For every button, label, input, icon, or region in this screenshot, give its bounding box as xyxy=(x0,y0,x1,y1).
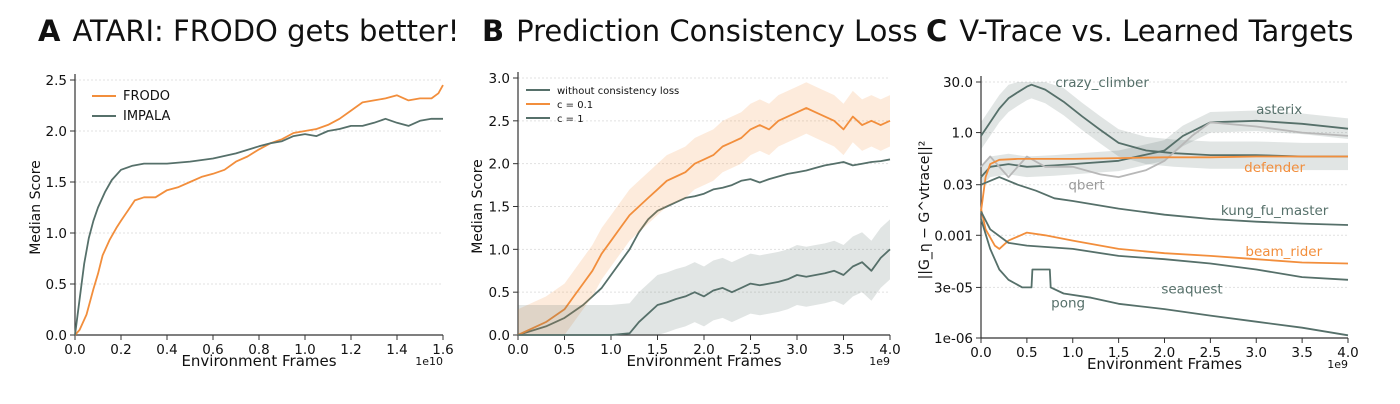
x-tick-label: 1.5 xyxy=(1108,345,1129,361)
y-tick-label: 1.0 xyxy=(46,226,67,242)
y-axis-label: ||G_η − G^vtrace||² xyxy=(917,141,933,280)
panel-b-letter: B xyxy=(482,14,505,48)
panel-c-title-text: V-Trace vs. Learned Targets xyxy=(959,14,1354,48)
chart-b: 0.0 0.5 1.0 1.5 2.0 2.5 3.0 0.0 0.5 1.0 1.5 2.0 2.5 3… xyxy=(470,71,901,370)
x-tick-label: 1.0 xyxy=(1062,345,1083,361)
x-tick-label: 0.6 xyxy=(202,342,223,358)
y-tick-label: 1.5 xyxy=(489,200,510,216)
series-line-2 xyxy=(518,248,891,336)
y-tick-label: 3.0 xyxy=(489,71,510,87)
x-tick-label: 2.5 xyxy=(740,342,761,358)
series-line-2 xyxy=(980,121,1349,178)
x-tick-label: 1.4 xyxy=(386,342,407,358)
series-label-kung-fu-master: kung_fu_master xyxy=(1221,203,1329,219)
series-line-1 xyxy=(74,117,443,336)
series-line-0 xyxy=(980,83,1348,158)
x-tick-label: 1.5 xyxy=(647,342,668,358)
y-tick-label: 2.0 xyxy=(489,157,510,173)
y-tick-label: 0.03 xyxy=(943,178,973,194)
series-line-7 xyxy=(980,218,1349,337)
y-tick-label: 0.5 xyxy=(46,277,67,293)
y-tick-label: 1e-06 xyxy=(934,331,973,347)
y-axis-label: Median Score xyxy=(470,159,486,254)
panel-b-title: B Prediction Consistency Loss xyxy=(482,14,918,48)
series-label-asterix: asterix xyxy=(1256,102,1302,118)
x-axis-label: Environment Frames xyxy=(181,352,336,370)
series-label-crazy-climber: crazy_climber xyxy=(1055,75,1149,91)
x-scale-label: 1e9 xyxy=(869,355,890,368)
y-tick-label: 0.5 xyxy=(489,285,510,301)
x-tick-label: 4.0 xyxy=(1337,345,1358,361)
x-tick-label: 0.4 xyxy=(156,342,177,358)
series-line-1 xyxy=(517,107,891,336)
panel-c-letter: C xyxy=(926,14,948,48)
y-tick-label: 2.5 xyxy=(489,114,510,130)
series-label-qbert: qbert xyxy=(1068,178,1104,194)
panel-a-letter: A xyxy=(38,14,61,48)
x-tick-label: 2.0 xyxy=(1154,345,1175,361)
y-tick-label: 30.0 xyxy=(943,75,973,91)
x-tick-label: 1.6 xyxy=(432,342,453,358)
x-tick-label: 1.2 xyxy=(340,342,361,358)
y-tick-label: 3e-05 xyxy=(934,280,973,296)
y-tick-label: 0.0 xyxy=(489,328,510,344)
series-label-seaquest: seaquest xyxy=(1161,281,1222,297)
x-tick-label: 2.0 xyxy=(693,342,714,358)
x-tick-label: 3.0 xyxy=(1246,345,1267,361)
chart-c: 1e-06 3e-05 0.001 0.03 1.0 30.0 0.0 0.5 1.0 1.5 2.… xyxy=(917,75,1359,373)
series-band-1 xyxy=(518,82,890,336)
legend-label-0: FRODO xyxy=(123,89,170,104)
series-line-5 xyxy=(980,208,1349,265)
y-tick-label: 1.0 xyxy=(952,126,973,142)
series-band-0 xyxy=(981,82,1348,171)
series-label-pong: pong xyxy=(1051,295,1085,311)
x-axis-label: Environment Frames xyxy=(1087,355,1242,373)
x-tick-label: 0.8 xyxy=(248,342,269,358)
x-tick-label: 4.0 xyxy=(879,342,900,358)
x-tick-label: 0.5 xyxy=(554,342,575,358)
y-axis-label: Median Score xyxy=(28,160,44,255)
panel-b-title-text: Prediction Consistency Loss xyxy=(516,14,918,48)
x-tick-label: 3.5 xyxy=(1291,345,1312,361)
x-scale-label: 1e9 xyxy=(1327,358,1348,371)
y-tick-label: 2.5 xyxy=(46,73,67,89)
panel-a-title-text: ATARI: FRODO gets better! xyxy=(72,14,460,48)
x-tick-label: 3.5 xyxy=(833,342,854,358)
x-axis-label: Environment Frames xyxy=(626,352,781,370)
x-scale-label: 1e10 xyxy=(415,355,443,368)
series-line-0 xyxy=(517,158,891,336)
chart-a: 0.0 0.5 1.0 1.5 2.0 2.5 0.0 0.2 0.4 0.6 0.8 1.0 1.2 1… xyxy=(28,73,454,370)
series-label-defender: defender xyxy=(1244,160,1305,176)
x-tick-label: 2.5 xyxy=(1200,345,1221,361)
x-tick-label: 1.0 xyxy=(294,342,315,358)
series-line-3 xyxy=(980,155,1348,212)
series-line-4 xyxy=(980,176,1349,226)
y-tick-label: 2.0 xyxy=(46,124,67,140)
panel-a-title: A ATARI: FRODO gets better! xyxy=(38,14,459,48)
series-line-6 xyxy=(980,210,1349,281)
legend-label-1: c = 0.1 xyxy=(557,100,593,111)
x-tick-label: 0.0 xyxy=(64,342,85,358)
series-line-1 xyxy=(980,119,1349,178)
y-tick-label: 0.0 xyxy=(46,328,67,344)
series-label-beam-rider: beam_rider xyxy=(1245,244,1322,260)
x-tick-label: 3.0 xyxy=(786,342,807,358)
x-tick-label: 0.5 xyxy=(1016,345,1037,361)
legend-label-2: c = 1 xyxy=(557,114,584,125)
y-tick-label: 0.001 xyxy=(934,228,973,244)
series-band-2 xyxy=(518,219,890,335)
legend-label-0: without consistency loss xyxy=(557,86,679,97)
x-tick-label: 0.0 xyxy=(507,342,528,358)
series-band-1 xyxy=(981,110,1348,188)
y-tick-label: 1.5 xyxy=(46,175,67,191)
x-tick-label: 0.2 xyxy=(110,342,131,358)
y-tick-label: 1.0 xyxy=(489,242,510,258)
series-line-0 xyxy=(74,84,444,336)
legend-label-1: IMPALA xyxy=(123,109,170,124)
x-tick-label: 0.0 xyxy=(970,345,991,361)
panel-c-title: C V-Trace vs. Learned Targets xyxy=(926,14,1353,48)
x-tick-label: 1.0 xyxy=(600,342,621,358)
